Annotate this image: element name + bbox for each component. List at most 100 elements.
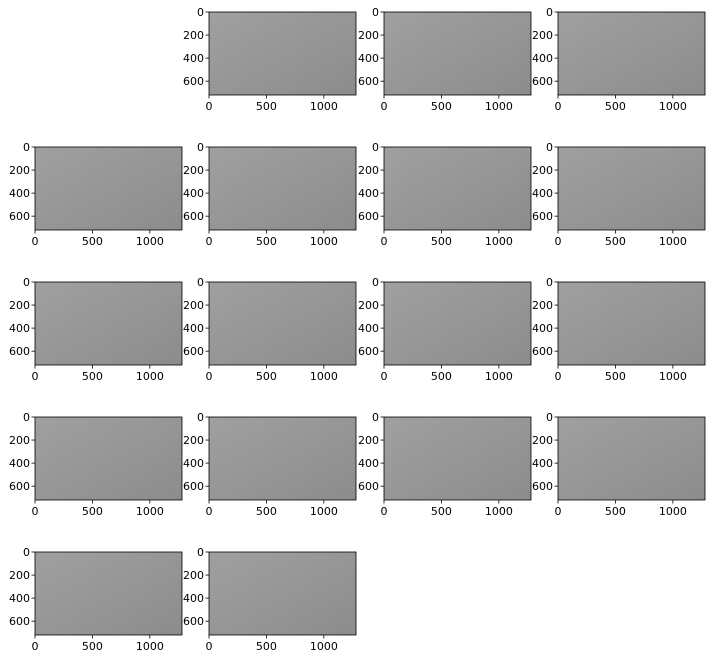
- x-tick-label: 0: [381, 235, 388, 248]
- image-background: [558, 147, 705, 230]
- y-tick-label: 0: [546, 411, 553, 424]
- x-tick: 1000: [485, 230, 513, 248]
- x-tick-label: 1000: [310, 235, 338, 248]
- x-tick-label: 1000: [310, 640, 338, 653]
- y-tick: 200: [532, 299, 558, 312]
- x-tick-label: 0: [32, 235, 39, 248]
- x-tick-label: 1000: [310, 370, 338, 383]
- y-tick-label: 0: [372, 6, 379, 19]
- y-tick-label: 600: [183, 615, 204, 628]
- y-tick-label: 600: [9, 345, 30, 358]
- panel-p10: 0 500 1000 0 200 400 600: [358, 276, 532, 383]
- x-tick-label: 500: [82, 505, 103, 518]
- axes-frame: [557, 146, 706, 231]
- y-tick: 200: [183, 434, 209, 447]
- image-background: [35, 282, 182, 365]
- x-tick-label: 500: [256, 235, 277, 248]
- x-tick-label: 0: [32, 505, 39, 518]
- x-tick-label: 1000: [136, 370, 164, 383]
- y-tick-label: 0: [372, 411, 379, 424]
- y-tick: 200: [183, 164, 209, 177]
- image-background: [384, 282, 531, 365]
- x-tick: 0: [381, 500, 388, 518]
- x-tick-label: 0: [32, 640, 39, 653]
- panel-p14: 0 500 1000 0 200 400 600: [358, 411, 532, 518]
- x-tick: 1000: [659, 95, 687, 113]
- y-tick: 600: [532, 480, 558, 493]
- y-tick: 200: [183, 299, 209, 312]
- y-tick: 0: [546, 276, 558, 289]
- x-tick: 0: [206, 365, 213, 383]
- y-tick-label: 0: [23, 276, 30, 289]
- y-tick-label: 600: [9, 480, 30, 493]
- y-tick: 400: [9, 322, 35, 335]
- y-tick-label: 200: [9, 569, 30, 582]
- y-tick-label: 0: [23, 546, 30, 559]
- panel-p7: 0 500 1000 0 200 400 600: [532, 141, 706, 248]
- x-tick: 1000: [659, 365, 687, 383]
- x-tick-label: 500: [82, 370, 103, 383]
- image-background: [209, 147, 356, 230]
- x-tick-label: 1000: [310, 100, 338, 113]
- axes-frame: [208, 146, 357, 231]
- y-tick-label: 0: [372, 141, 379, 154]
- y-tick: 400: [532, 457, 558, 470]
- y-tick-label: 400: [183, 592, 204, 605]
- y-tick: 400: [358, 322, 384, 335]
- axes-frame: [383, 11, 532, 96]
- axes-frame: [383, 146, 532, 231]
- x-tick-label: 1000: [136, 505, 164, 518]
- y-tick-label: 400: [183, 187, 204, 200]
- y-tick: 400: [183, 322, 209, 335]
- y-tick-label: 0: [546, 141, 553, 154]
- y-tick: 200: [358, 434, 384, 447]
- y-tick-label: 400: [9, 457, 30, 470]
- y-tick-label: 200: [358, 434, 379, 447]
- y-tick: 0: [197, 546, 209, 559]
- x-tick-label: 0: [206, 370, 213, 383]
- y-tick: 200: [532, 434, 558, 447]
- y-tick: 600: [532, 345, 558, 358]
- image-background: [558, 12, 705, 95]
- x-tick: 500: [431, 95, 452, 113]
- image-background: [384, 147, 531, 230]
- panel-p4: 0 500 1000 0 200 400 600: [9, 141, 183, 248]
- y-tick: 200: [358, 164, 384, 177]
- x-tick: 0: [32, 365, 39, 383]
- x-tick: 0: [555, 365, 562, 383]
- y-tick-label: 400: [9, 187, 30, 200]
- x-tick: 500: [605, 230, 626, 248]
- y-tick-label: 400: [358, 457, 379, 470]
- x-tick-label: 500: [256, 640, 277, 653]
- y-tick: 0: [372, 411, 384, 424]
- x-tick-label: 500: [605, 235, 626, 248]
- image-background: [384, 417, 531, 500]
- x-tick-label: 1000: [659, 100, 687, 113]
- image-background: [35, 552, 182, 635]
- y-tick: 600: [358, 480, 384, 493]
- y-tick: 0: [197, 6, 209, 19]
- x-tick: 1000: [310, 230, 338, 248]
- y-tick: 400: [358, 187, 384, 200]
- axes-frame: [208, 551, 357, 636]
- y-tick-label: 600: [358, 480, 379, 493]
- y-tick-label: 400: [183, 457, 204, 470]
- x-tick-label: 0: [555, 505, 562, 518]
- y-tick: 0: [23, 141, 35, 154]
- x-tick: 500: [82, 365, 103, 383]
- y-tick: 400: [532, 187, 558, 200]
- x-tick: 0: [32, 635, 39, 653]
- axes-frame: [557, 416, 706, 501]
- x-tick-label: 0: [32, 370, 39, 383]
- y-tick-label: 600: [358, 210, 379, 223]
- y-tick: 400: [9, 187, 35, 200]
- y-tick: 0: [197, 141, 209, 154]
- y-tick: 200: [358, 299, 384, 312]
- x-tick-label: 500: [605, 100, 626, 113]
- x-tick-label: 1000: [136, 640, 164, 653]
- x-tick-label: 500: [256, 100, 277, 113]
- x-tick: 1000: [485, 365, 513, 383]
- x-tick-label: 0: [555, 370, 562, 383]
- x-tick: 0: [555, 230, 562, 248]
- y-tick: 400: [9, 457, 35, 470]
